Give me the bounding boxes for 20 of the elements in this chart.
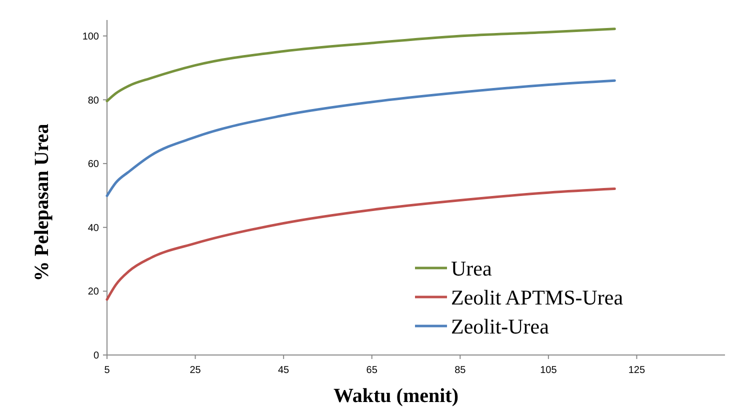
x-tick-label: 65 (366, 365, 378, 376)
y-tick-label: 20 (88, 286, 100, 298)
x-tick-label: 5 (104, 365, 110, 376)
line-series (106, 28, 616, 102)
y-tick-label: 40 (88, 222, 100, 234)
y-tick-label: 0 (93, 350, 100, 362)
legend-label: Zeolit-Urea (451, 314, 550, 338)
legend-label: Zeolit APTMS-Urea (451, 285, 624, 310)
y-tick-label: 80 (88, 95, 100, 106)
line-series (106, 79, 616, 198)
x-tick-label: 125 (628, 365, 646, 376)
x-axis-title: Waktu (menit) (334, 385, 458, 407)
x-tick-label: 85 (454, 365, 466, 376)
y-tick-label: 60 (88, 159, 100, 170)
x-tick-label: 105 (540, 365, 558, 376)
y-axis-title: % Pelepasan Urea (31, 124, 53, 282)
legend-label: Urea (451, 256, 492, 280)
x-tick-label: 45 (278, 365, 290, 376)
x-tick-label: 25 (190, 365, 202, 376)
y-tick-label: 100 (82, 31, 100, 42)
